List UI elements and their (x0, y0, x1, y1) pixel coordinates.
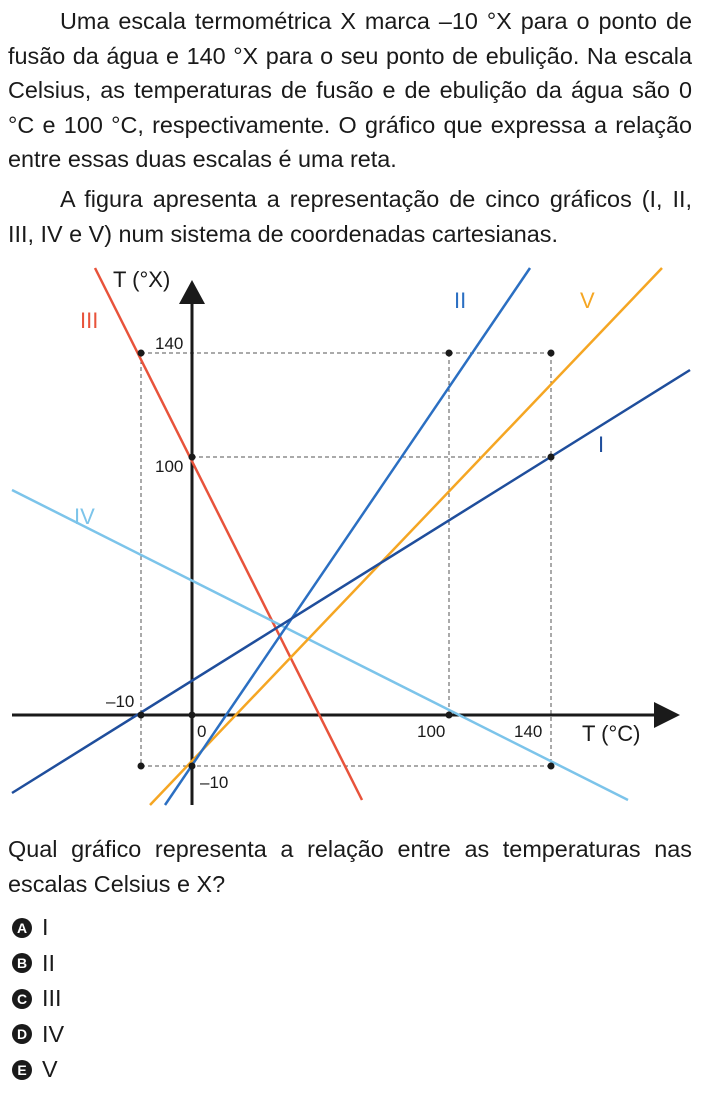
y-axis-arrow (179, 280, 205, 304)
line-iii (93, 267, 364, 801)
line-label: IV (74, 504, 95, 529)
line-i (11, 368, 691, 795)
option-text: V (42, 1056, 58, 1083)
x-tick-label: 140 (514, 722, 542, 741)
guide-lines (140, 352, 552, 767)
statement: A figura apresenta a representação de ci… (8, 186, 692, 247)
y-tick-label: –10 (200, 773, 228, 792)
y-axis-label: T (°X) (113, 267, 170, 292)
line-v (149, 267, 663, 806)
option-letter: A (12, 917, 32, 938)
x-axis-label: T (°C) (582, 721, 641, 746)
option[interactable]: D IV (12, 1017, 64, 1053)
line-iv (11, 488, 629, 802)
line-label: I (598, 432, 604, 457)
question: Qual gráfico representa a relação entre … (8, 836, 692, 897)
y-tick-label: 140 (155, 334, 183, 353)
line-label: II (454, 288, 466, 313)
line-label: III (80, 308, 98, 333)
points (137, 349, 555, 770)
x-axis-arrow (654, 702, 680, 728)
line-ii (163, 267, 532, 806)
statement: Uma escala termométrica X marca –10 °X p… (8, 8, 692, 173)
option[interactable]: B II (12, 946, 64, 982)
line-label: V (580, 288, 595, 313)
x-tick-label: 0 (197, 722, 206, 741)
option-letter: C (12, 988, 32, 1009)
option-letter: B (12, 953, 32, 974)
option-text: II (42, 949, 55, 976)
figure: T (°X) T (°C) 140 100 –10 –10 0 100 140 … (11, 267, 691, 806)
option[interactable]: C III (12, 981, 64, 1017)
option-text: I (42, 914, 49, 941)
y-tick-label: 100 (155, 457, 183, 476)
option-letter: D (12, 1024, 32, 1045)
option-text: III (42, 985, 62, 1012)
option-letter: E (12, 1059, 32, 1080)
x-tick-label: 100 (417, 722, 445, 741)
option-text: IV (42, 1020, 65, 1047)
x-tick-label: –10 (106, 692, 134, 711)
